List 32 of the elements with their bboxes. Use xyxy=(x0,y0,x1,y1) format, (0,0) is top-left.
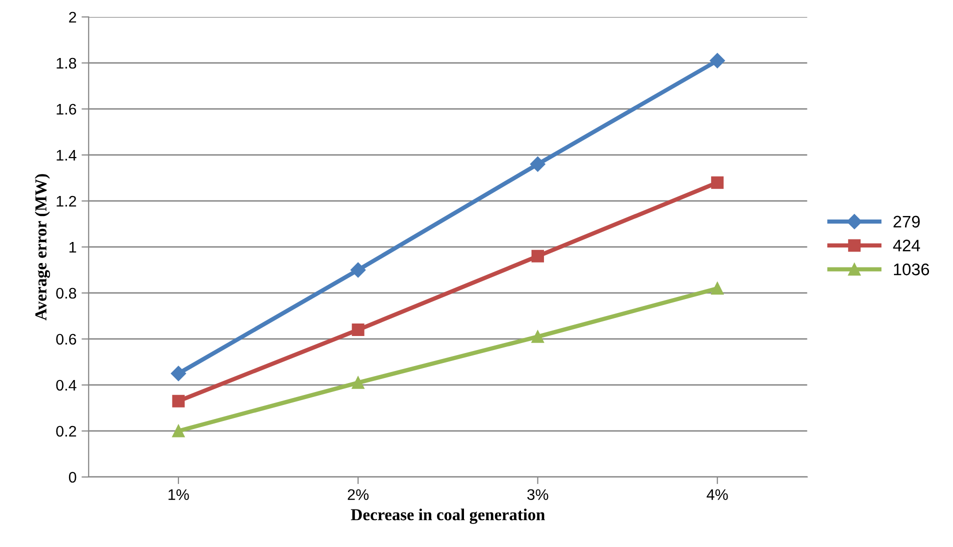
y-tick-label: 1.4 xyxy=(56,150,76,160)
legend-label: 424 xyxy=(893,240,920,252)
point xyxy=(172,394,185,408)
y-tick-label: 0 xyxy=(68,472,76,483)
legend-label: 279 xyxy=(894,216,920,228)
y-tick-label: 1 xyxy=(69,242,76,253)
x-tick-label: 1% xyxy=(168,489,189,500)
point xyxy=(530,156,546,172)
x-tick-label: 4% xyxy=(706,489,728,500)
x-tick-label: 3% xyxy=(527,489,548,500)
y-tick-label: 1.2 xyxy=(56,196,76,207)
x-axis-title: Decrease in coal generation xyxy=(350,508,545,524)
y-axis-title: Average error (MW) xyxy=(34,174,50,320)
y-tick-label: 0.2 xyxy=(56,426,76,437)
point xyxy=(711,282,724,295)
y-tick-label: 1.6 xyxy=(56,104,76,115)
point xyxy=(350,262,366,278)
legend-label: 1036 xyxy=(894,264,930,276)
point xyxy=(531,250,544,262)
y-tick-label: 0.8 xyxy=(56,288,76,299)
point xyxy=(710,53,725,68)
y-tick-label: 0.4 xyxy=(56,380,76,391)
point xyxy=(172,424,185,438)
point xyxy=(170,366,186,382)
point xyxy=(352,324,364,336)
x-tick-label: 2% xyxy=(348,489,369,500)
point xyxy=(352,376,364,389)
point xyxy=(531,330,544,343)
y-tick-label: 1.8 xyxy=(56,58,76,69)
y-tick-label: 2 xyxy=(69,12,76,22)
y-tick-label: 0.6 xyxy=(56,334,76,345)
point xyxy=(711,176,724,189)
